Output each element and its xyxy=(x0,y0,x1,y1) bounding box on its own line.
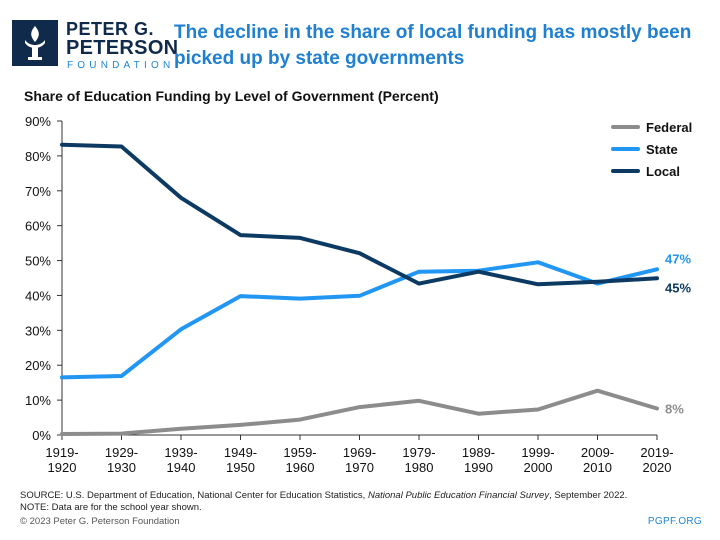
headline: The decline in the share of local fundin… xyxy=(174,22,692,69)
y-tick-label: 80% xyxy=(25,149,51,164)
data-note: NOTE: Data are for the school year shown… xyxy=(20,502,202,513)
y-tick-label: 60% xyxy=(25,219,51,234)
legend-label-state: State xyxy=(646,142,678,157)
series-line-local xyxy=(60,142,659,287)
x-tick-label: 1999-2000 xyxy=(521,445,554,475)
legend-label-local: Local xyxy=(646,164,680,179)
data-point-local xyxy=(119,144,124,149)
series-line-state xyxy=(60,260,659,380)
data-point-state xyxy=(179,327,183,331)
y-tick-label: 0% xyxy=(32,428,51,443)
data-point-federal xyxy=(655,406,659,411)
line-chart: 0% 10% 20% 30% 40% 50% 60% 70% 80% 90% 1919-1920 19… xyxy=(25,114,692,475)
data-point-local xyxy=(476,270,481,274)
data-point-state xyxy=(357,294,362,298)
logo-text-line2: PETERSON xyxy=(66,37,179,59)
data-point-federal xyxy=(476,412,481,416)
data-point-local xyxy=(238,233,243,237)
logo-text-line3: FOUNDATION xyxy=(67,60,175,71)
data-point-state xyxy=(417,270,421,274)
x-tick-label: 1949-1950 xyxy=(224,445,257,475)
data-point-state xyxy=(298,296,302,301)
source-publication: National Public Education Financial Surv… xyxy=(367,490,550,501)
data-point-federal xyxy=(298,418,302,422)
data-point-state xyxy=(238,294,243,298)
source-suffix: , September 2022. xyxy=(549,490,628,501)
data-point-federal xyxy=(179,427,183,431)
data-point-federal xyxy=(238,423,243,427)
y-tick-label: 30% xyxy=(25,323,51,338)
x-tick-label: 1919-1920 xyxy=(45,445,78,475)
y-tick-label: 10% xyxy=(25,393,51,408)
data-point-local xyxy=(655,276,659,280)
data-point-local xyxy=(60,143,64,147)
data-point-federal xyxy=(119,432,124,436)
y-tick-label: 20% xyxy=(25,358,51,373)
data-point-local xyxy=(595,280,600,284)
y-tick-label: 50% xyxy=(25,254,51,269)
data-point-local xyxy=(536,282,540,286)
x-tick-label: 2019-2020 xyxy=(640,445,673,475)
chart-title: Share of Education Funding by Level of G… xyxy=(24,88,439,104)
copyright: © 2023 Peter G. Peterson Foundation xyxy=(20,516,180,527)
x-tick-label: 1969-1970 xyxy=(343,445,376,475)
peterson-foundation-logo: PETER G. PETERSON FOUNDATION xyxy=(12,14,178,71)
torch-logo-icon xyxy=(12,20,58,66)
y-tick-label: 70% xyxy=(25,184,51,199)
end-label-local: 45% xyxy=(665,280,691,295)
data-point-state xyxy=(60,375,64,380)
y-tick-label: 40% xyxy=(25,288,51,303)
x-tick-label: 1939-1940 xyxy=(164,445,197,475)
data-point-federal xyxy=(417,399,421,403)
end-label-state: 47% xyxy=(665,251,691,266)
data-point-local xyxy=(179,196,183,200)
data-point-federal xyxy=(60,432,64,436)
x-tick-label: 1979-1980 xyxy=(402,445,435,475)
y-tick-label: 90% xyxy=(25,114,51,129)
data-point-federal xyxy=(357,405,362,409)
data-point-local xyxy=(298,236,302,240)
data-point-federal xyxy=(595,389,600,393)
data-point-state xyxy=(655,267,659,271)
data-point-local xyxy=(357,251,362,255)
data-point-local xyxy=(417,281,421,286)
data-point-state xyxy=(536,260,540,264)
legend-label-federal: Federal xyxy=(646,120,692,135)
website-link[interactable]: PGPF.ORG xyxy=(647,516,702,527)
x-tick-label: 1959-1960 xyxy=(283,445,316,475)
logo-text-line1: PETER G. xyxy=(66,19,155,39)
data-point-federal xyxy=(536,407,540,412)
source-prefix: SOURCE: U.S. Department of Education, Na… xyxy=(20,490,368,501)
data-point-state xyxy=(119,374,124,378)
series-line-federal xyxy=(60,388,659,436)
x-tick-label: 1989-1990 xyxy=(462,445,495,475)
x-tick-label: 2009-2010 xyxy=(581,445,614,475)
source-note: SOURCE: U.S. Department of Education, Na… xyxy=(20,490,710,514)
x-tick-label: 1929-1930 xyxy=(105,445,138,475)
end-label-federal: 8% xyxy=(665,401,684,416)
